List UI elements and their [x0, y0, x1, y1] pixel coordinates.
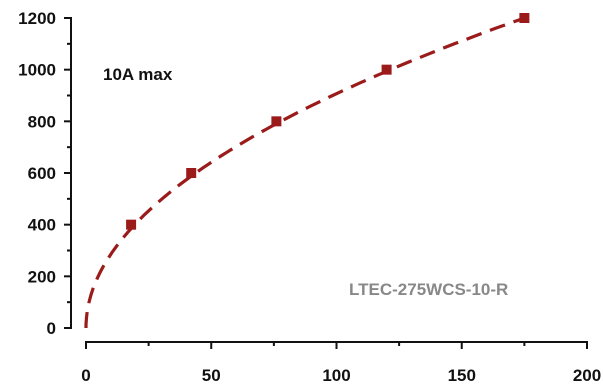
annotation-max-current: 10A max	[103, 65, 173, 84]
data-point	[186, 168, 197, 178]
y-tick-label: 1000	[18, 61, 56, 80]
y-tick-label: 800	[28, 112, 56, 131]
data-point	[126, 219, 137, 230]
y-tick-label: 600	[28, 164, 56, 183]
x-tick-label: 100	[322, 366, 350, 384]
x-tick-label: 0	[81, 366, 90, 384]
x-axis: 0 50 100 150 200	[81, 341, 601, 384]
x-tick-label: 200	[573, 366, 601, 384]
series-layer	[84, 13, 530, 328]
series-line	[84, 16, 525, 328]
y-tick-label: 1200	[18, 9, 56, 28]
y-tick-label: 0	[47, 319, 56, 338]
data-point	[271, 116, 282, 127]
annotation-model-name: LTEC-275WCS-10-R	[349, 280, 508, 299]
y-axis: 0 200 400 600 800 1000 1200	[18, 9, 72, 338]
data-point	[381, 64, 392, 75]
x-tick-label: 150	[448, 366, 476, 384]
data-point	[519, 13, 530, 23]
y-tick-label: 200	[28, 267, 56, 286]
y-tick-label: 400	[28, 216, 56, 235]
x-tick-label: 50	[202, 366, 221, 384]
